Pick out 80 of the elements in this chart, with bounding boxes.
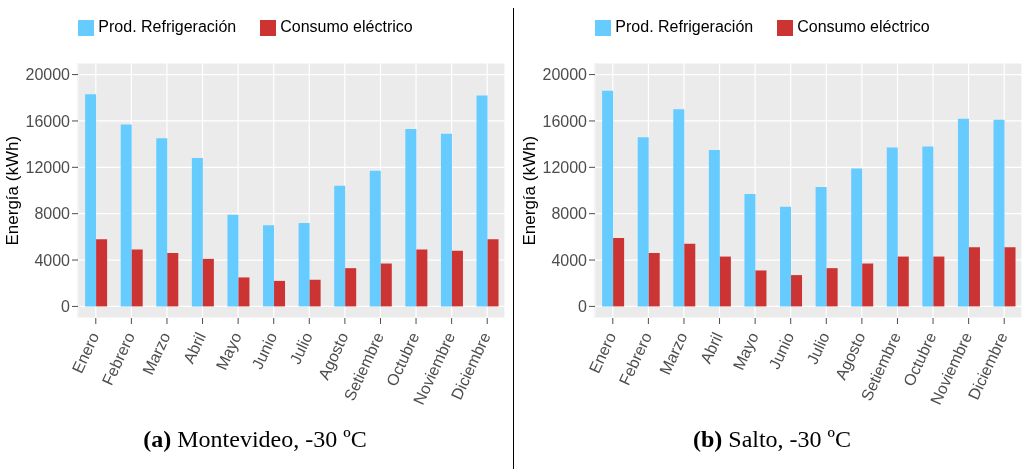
- bar: [755, 270, 767, 307]
- legend-label: Consumo eléctrico: [797, 18, 930, 35]
- x-tick-label: Marzo: [656, 329, 691, 378]
- y-tick-label: 0: [578, 298, 588, 316]
- bar: [334, 185, 346, 307]
- y-tick-label: 4000: [551, 251, 588, 269]
- y-tick-label: 16000: [25, 112, 71, 130]
- bar: [298, 222, 310, 307]
- bar: [85, 94, 97, 307]
- bar: [167, 253, 179, 307]
- bar: [968, 247, 980, 307]
- bar: [744, 193, 756, 307]
- bar: [684, 243, 696, 307]
- bar: [238, 277, 250, 307]
- bar: [648, 253, 660, 307]
- bar: [191, 158, 203, 307]
- x-tick-label: Mayo: [729, 329, 762, 373]
- y-axis-title: Energía (kWh): [3, 135, 23, 246]
- y-axis-title: Energía (kWh): [520, 135, 540, 246]
- bar: [156, 138, 168, 307]
- bar: [993, 119, 1005, 307]
- bar: [708, 149, 720, 307]
- bar: [780, 206, 792, 307]
- bar: [886, 147, 898, 307]
- bar: [131, 249, 143, 307]
- x-tick-label: Marzo: [139, 329, 174, 378]
- bar: [1004, 247, 1016, 307]
- bar: [380, 263, 392, 307]
- y-tick-label: 0: [61, 298, 71, 316]
- bar: [440, 133, 452, 307]
- bar: [933, 256, 945, 307]
- bar: [826, 268, 838, 307]
- bar: [202, 258, 214, 307]
- x-tick-label: Abril: [697, 329, 727, 367]
- y-tick-label: 16000: [542, 112, 588, 130]
- bar: [851, 168, 863, 307]
- bar: [345, 268, 357, 307]
- y-tick-label: 8000: [551, 205, 588, 223]
- x-tick-label: Junio: [248, 329, 281, 372]
- y-tick-label: 8000: [34, 205, 71, 223]
- y-tick-label: 4000: [34, 251, 71, 269]
- bar: [719, 256, 731, 307]
- x-tick-label: Enero: [585, 329, 620, 376]
- bar: [897, 256, 909, 307]
- bar: [96, 239, 108, 307]
- bar: [451, 250, 463, 307]
- y-tick-label: 20000: [542, 66, 588, 84]
- bar: [263, 225, 275, 307]
- y-tick-label: 12000: [542, 159, 588, 176]
- x-tick-label: Enero: [68, 329, 103, 376]
- text: (b) Salto, -30 ºC: [691, 426, 853, 453]
- x-tick-label: Julio: [803, 329, 833, 367]
- bar: [862, 263, 874, 307]
- bar: [673, 109, 685, 307]
- bar: [405, 129, 417, 307]
- y-tick-label: 12000: [25, 159, 71, 176]
- bar: [613, 238, 625, 307]
- text: (a) Montevideo, -30 ºC: [142, 426, 368, 453]
- x-tick-label: Julio: [286, 329, 316, 367]
- bar: [957, 118, 969, 307]
- x-tick-label: Junio: [765, 329, 798, 372]
- bar: [487, 239, 499, 307]
- legend-label: Consumo eléctrico: [280, 18, 413, 35]
- bar: [274, 280, 286, 307]
- bar: [227, 214, 239, 307]
- legend-label: Prod. Refrigeración: [615, 18, 754, 35]
- bar: [815, 187, 827, 307]
- bar: [791, 275, 803, 307]
- bar: [120, 124, 132, 307]
- bar: [309, 279, 321, 307]
- bar: [476, 95, 488, 307]
- bar: [637, 137, 649, 307]
- x-tick-label: Abril: [180, 329, 210, 367]
- y-tick-label: 20000: [25, 66, 71, 84]
- bar: [922, 146, 934, 307]
- bar: [369, 170, 381, 307]
- x-tick-label: Mayo: [212, 329, 245, 373]
- legend-label: Prod. Refrigeración: [98, 18, 237, 35]
- bar: [416, 249, 428, 307]
- bar: [602, 90, 614, 307]
